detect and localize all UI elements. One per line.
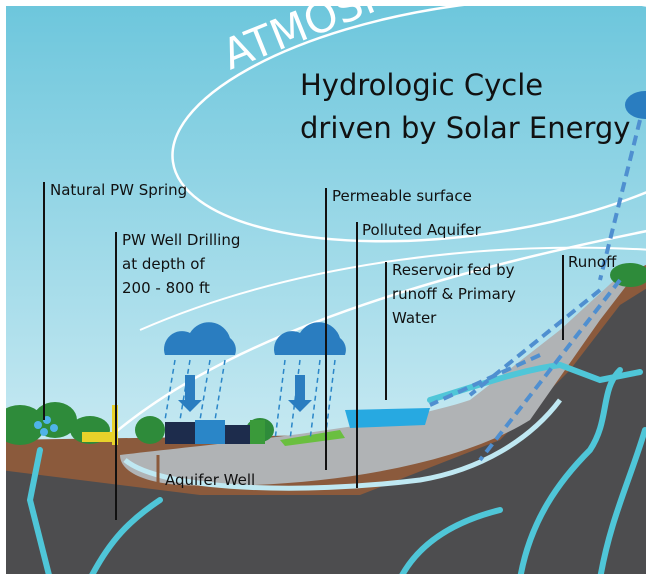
rain-cloud bbox=[164, 322, 346, 441]
reservoir bbox=[345, 408, 430, 428]
leader-lines bbox=[43, 182, 564, 520]
orbit bbox=[139, 246, 646, 331]
drill-truck bbox=[82, 432, 112, 442]
label: at depth of bbox=[122, 255, 205, 273]
label: Reservoir fed by bbox=[392, 261, 515, 279]
runoff-arrows bbox=[429, 119, 642, 462]
texts: Hydrologic Cycle driven by Solar Energy Na… bbox=[50, 68, 630, 489]
town bbox=[165, 420, 265, 444]
bedrock bbox=[6, 273, 646, 574]
label: PW Well Drilling bbox=[122, 231, 240, 249]
aquifer-flow bbox=[123, 398, 562, 491]
aquifer bbox=[120, 268, 640, 486]
sun-cloud bbox=[625, 91, 646, 119]
label: Polluted Aquifer bbox=[362, 221, 482, 239]
label: 200 - 800 ft bbox=[122, 279, 210, 297]
label: Water bbox=[392, 309, 437, 327]
label: Aquifer Well bbox=[165, 471, 255, 489]
label: Permeable surface bbox=[332, 187, 472, 205]
title-line: Hydrologic Cycle bbox=[300, 68, 543, 102]
label: Runoff bbox=[568, 253, 617, 271]
title-line: driven by Solar Energy bbox=[300, 111, 630, 145]
label: Natural PW Spring bbox=[50, 181, 187, 199]
orbit bbox=[171, 6, 646, 243]
label: runoff & Primary bbox=[392, 285, 516, 303]
